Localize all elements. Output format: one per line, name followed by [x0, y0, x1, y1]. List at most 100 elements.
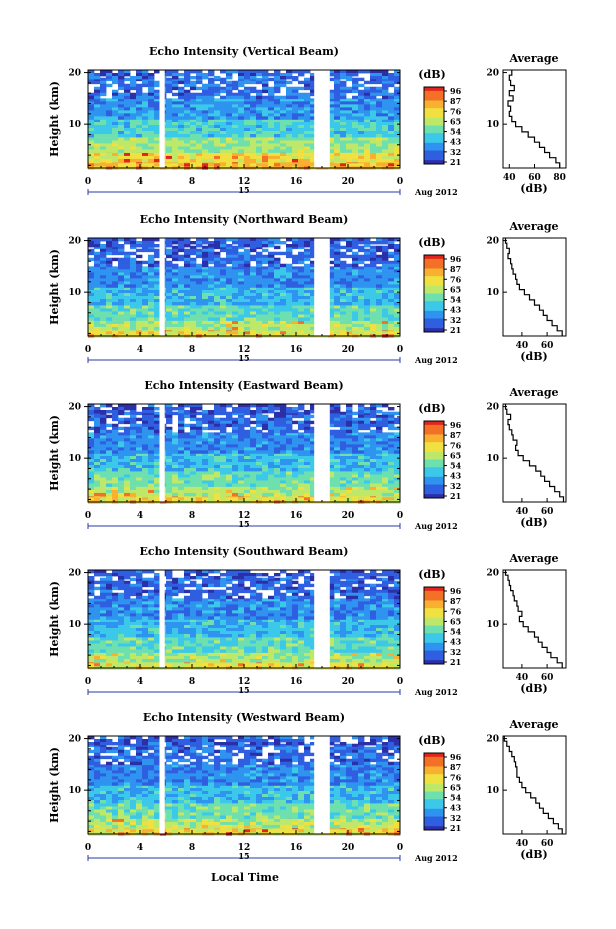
heatmap-cell — [148, 492, 155, 497]
heatmap-cell — [124, 254, 131, 259]
heatmap-cell — [214, 323, 221, 328]
heatmap-cell — [334, 299, 341, 303]
heatmap-cell — [298, 104, 305, 108]
heatmap-cell — [256, 238, 263, 242]
heatmap-cell — [382, 241, 389, 245]
heatmap-cell — [196, 163, 203, 167]
heatmap-cell — [178, 278, 185, 282]
heatmap-cell — [166, 83, 173, 88]
heatmap-cell — [244, 77, 251, 82]
heatmap-cell — [208, 125, 215, 129]
heatmap-cell — [202, 269, 209, 273]
heatmap-cell — [154, 284, 161, 288]
colorbar-step — [424, 293, 444, 296]
heatmap-cell — [172, 290, 179, 294]
heatmap-cell — [280, 492, 287, 497]
heatmap-cell — [178, 119, 185, 123]
heatmap-cell — [346, 241, 353, 245]
heatmap-cell — [208, 441, 215, 445]
heatmap-cell — [340, 107, 347, 111]
colorbar-step — [424, 306, 444, 310]
heatmap-cell — [94, 486, 101, 491]
heatmap-cell — [136, 326, 143, 331]
heatmap-cell — [130, 462, 137, 466]
heatmap-cell — [256, 70, 263, 74]
heatmap-cell — [88, 140, 95, 144]
heatmap-cell — [304, 146, 311, 150]
heatmap-cell — [208, 86, 215, 91]
heatmap-cell — [136, 480, 143, 484]
heatmap-cell — [172, 326, 179, 331]
heatmap-cell — [226, 278, 233, 282]
heatmap-cell — [106, 152, 113, 157]
heatmap-cell — [298, 80, 305, 85]
heatmap-cell — [208, 152, 215, 157]
heatmap-cell — [184, 492, 191, 497]
heatmap-cell — [382, 462, 389, 466]
heatmap-cell — [178, 152, 185, 157]
heatmap-cell — [328, 468, 335, 472]
heatmap-cell — [292, 465, 299, 469]
heatmap-cell — [202, 116, 209, 120]
heatmap-cell — [262, 269, 269, 273]
heatmap-cell — [184, 275, 191, 279]
heatmap-cell — [208, 134, 215, 138]
heatmap-cell — [304, 272, 311, 276]
heatmap-cell — [106, 284, 113, 288]
heatmap-cell — [100, 131, 107, 135]
heatmap-cell — [214, 266, 221, 270]
heatmap-cell — [196, 456, 203, 460]
heatmap-cell — [334, 287, 341, 291]
heatmap-cell — [232, 453, 239, 457]
heatmap-cell — [286, 483, 293, 487]
heatmap-cell — [268, 77, 275, 82]
heatmap-cell — [130, 241, 137, 245]
heatmap-cell — [352, 104, 359, 108]
heatmap-cell — [382, 245, 389, 250]
heatmap-cell — [202, 113, 209, 117]
heatmap-cell — [238, 254, 245, 259]
heatmap-cell — [196, 125, 203, 129]
heatmap-cell — [310, 462, 317, 466]
heatmap-cell — [292, 152, 299, 157]
heatmap-cell — [340, 98, 347, 102]
heatmap-cell — [328, 272, 335, 276]
heatmap-cell — [220, 95, 227, 100]
heatmap-cell — [304, 468, 311, 472]
heatmap-cell — [340, 453, 347, 457]
heatmap-cell — [376, 248, 383, 253]
colorbar-level: 21 — [450, 157, 461, 167]
heatmap-cell — [94, 435, 101, 439]
heatmap-cell — [178, 323, 185, 328]
heatmap-cell — [94, 453, 101, 457]
heatmap-cell — [118, 140, 125, 144]
heatmap-cell — [340, 331, 347, 335]
heatmap-cell — [178, 438, 185, 442]
heatmap-cell — [196, 308, 203, 312]
heatmap-cell — [328, 134, 335, 138]
heatmap-cell — [346, 248, 353, 253]
heatmap-cell — [286, 453, 293, 457]
heatmap-cell — [358, 272, 365, 276]
heatmap-cell — [88, 73, 95, 77]
heatmap-cell — [376, 143, 383, 147]
heatmap-cell — [310, 92, 317, 97]
heatmap-cell — [310, 137, 317, 141]
heatmap-cell — [100, 155, 107, 160]
heatmap-cell — [346, 471, 353, 475]
heatmap-cell — [358, 492, 365, 497]
heatmap-cell — [256, 266, 263, 270]
heatmap-cell — [292, 257, 299, 262]
average-unit: (dB) — [520, 350, 547, 363]
heatmap-cell — [268, 311, 275, 315]
heatmap-cell — [214, 158, 221, 163]
heatmap-cell — [244, 131, 251, 135]
heatmap-cell — [268, 149, 275, 153]
colorbar-step — [424, 258, 444, 262]
heatmap-cell — [154, 254, 161, 259]
heatmap-cell — [346, 311, 353, 315]
heatmap-cell — [100, 302, 107, 306]
heatmap-cell — [178, 248, 185, 253]
heatmap-cell — [136, 302, 143, 306]
heatmap-cell — [280, 128, 287, 132]
